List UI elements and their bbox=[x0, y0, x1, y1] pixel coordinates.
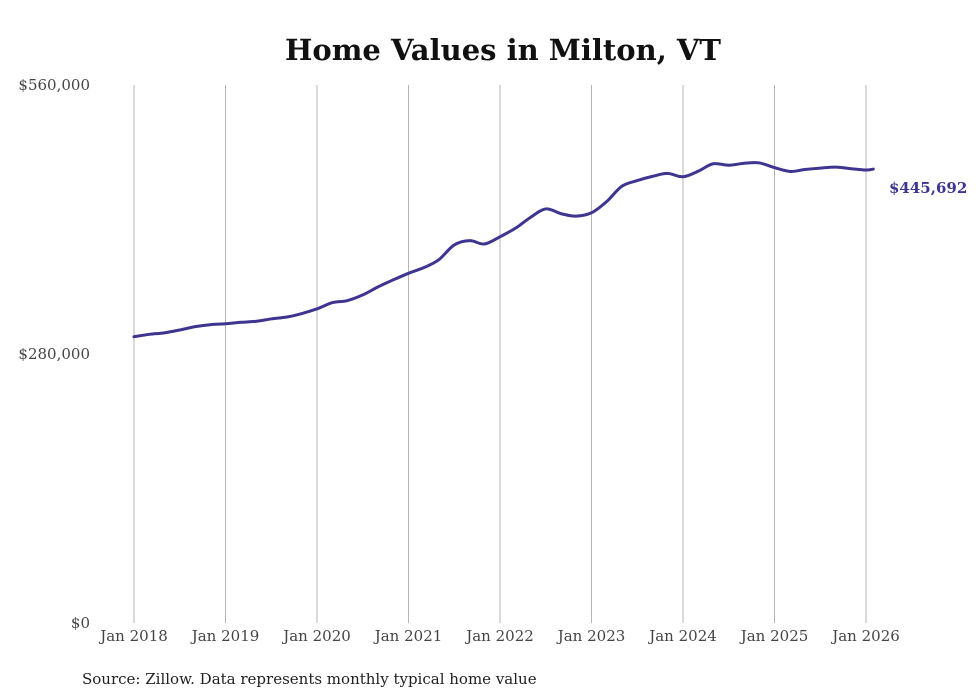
y-tick-label: $280,000 bbox=[18, 345, 90, 363]
x-tick-label: Jan 2018 bbox=[98, 627, 168, 645]
series-layer bbox=[132, 161, 875, 339]
x-axis-ticks: Jan 2018 Jan 2019 Jan 2020 Jan 2021 Jan 2022… bbox=[98, 627, 900, 645]
x-tick-label: Jan 2026 bbox=[830, 627, 900, 645]
y-axis-ticks: $0 $280,000 $560,000 bbox=[18, 76, 90, 632]
source-note: Source: Zillow. Data represents monthly … bbox=[82, 670, 537, 688]
x-tick-label: Jan 2023 bbox=[556, 627, 626, 645]
gridlines bbox=[133, 85, 867, 623]
series-line-0 bbox=[132, 161, 875, 339]
chart-title: Home Values in Milton, VT bbox=[285, 33, 721, 67]
x-tick-label: Jan 2024 bbox=[647, 627, 717, 645]
x-tick-label: Jan 2021 bbox=[373, 627, 443, 645]
y-tick-label: $560,000 bbox=[18, 76, 90, 94]
x-tick-label: Jan 2025 bbox=[739, 627, 809, 645]
x-tick-label: Jan 2019 bbox=[190, 627, 260, 645]
x-tick-label: Jan 2020 bbox=[281, 627, 351, 645]
x-tick-label: Jan 2022 bbox=[464, 627, 534, 645]
end-value-label: $445,692 bbox=[889, 179, 967, 197]
y-tick-label: $0 bbox=[71, 614, 90, 632]
